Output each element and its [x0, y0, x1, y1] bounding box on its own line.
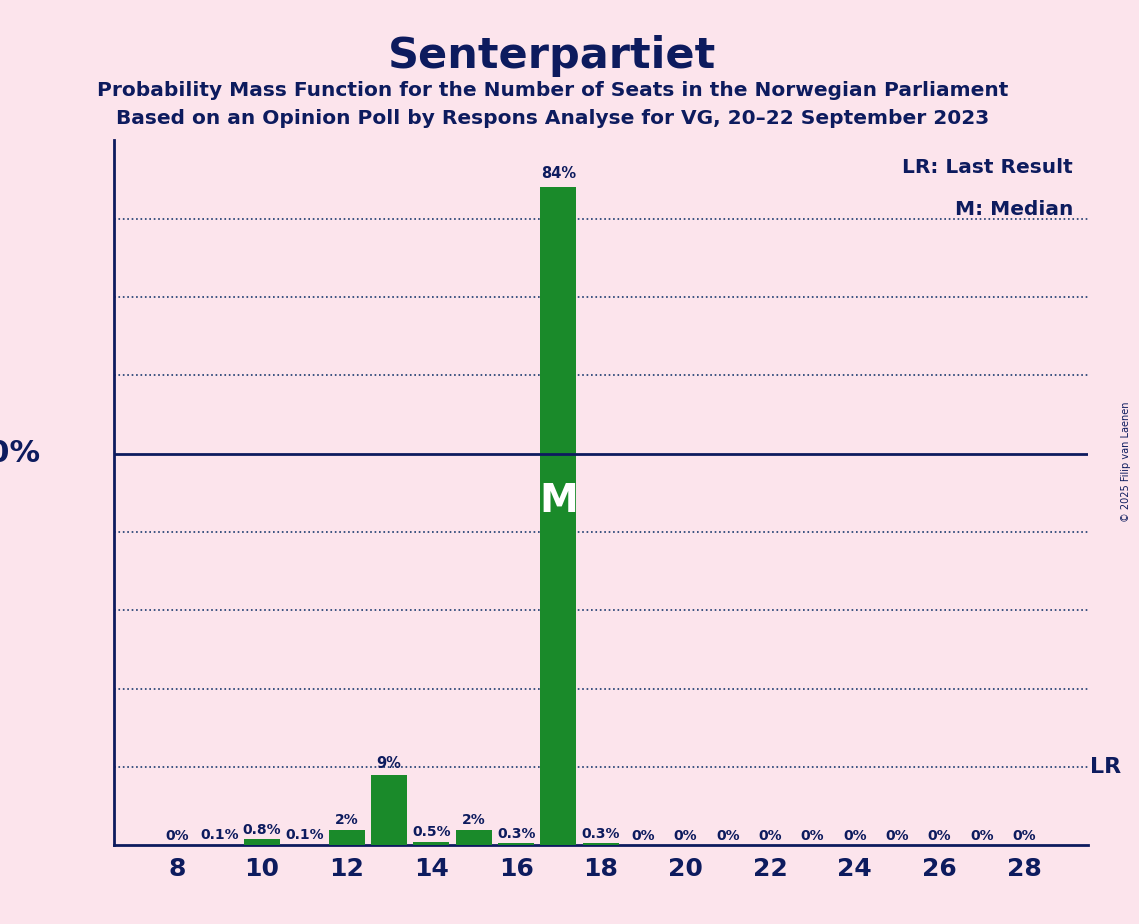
Text: 0%: 0%	[843, 829, 867, 843]
Text: 84%: 84%	[541, 166, 576, 181]
Text: 2%: 2%	[462, 813, 485, 828]
Bar	[244, 839, 280, 845]
Text: 0%: 0%	[673, 829, 697, 843]
Text: 0%: 0%	[801, 829, 825, 843]
Text: 0%: 0%	[885, 829, 909, 843]
Text: 0%: 0%	[759, 829, 782, 843]
Text: 0.5%: 0.5%	[412, 825, 451, 839]
Text: 2%: 2%	[335, 813, 359, 828]
Text: 50%: 50%	[0, 439, 41, 468]
Text: 0.1%: 0.1%	[200, 828, 239, 843]
Text: LR: Last Result: LR: Last Result	[902, 158, 1073, 177]
Text: 9%: 9%	[377, 756, 402, 771]
Text: Based on an Opinion Poll by Respons Analyse for VG, 20–22 September 2023: Based on an Opinion Poll by Respons Anal…	[116, 109, 989, 128]
Bar	[541, 188, 576, 845]
Text: M: Median: M: Median	[954, 201, 1073, 219]
Bar	[371, 775, 407, 845]
Text: 0.1%: 0.1%	[285, 828, 323, 843]
Text: 0%: 0%	[928, 829, 951, 843]
Text: 0%: 0%	[970, 829, 993, 843]
Text: 0%: 0%	[165, 829, 189, 843]
Text: 0.8%: 0.8%	[243, 823, 281, 837]
Text: 0%: 0%	[631, 829, 655, 843]
Text: 0%: 0%	[716, 829, 739, 843]
Text: LR: LR	[1090, 757, 1121, 777]
Bar	[498, 843, 534, 845]
Bar	[413, 842, 450, 845]
Text: 0.3%: 0.3%	[497, 827, 535, 841]
Text: Senterpartiet: Senterpartiet	[388, 35, 716, 77]
Text: 0.3%: 0.3%	[582, 827, 620, 841]
Text: M: M	[539, 481, 577, 520]
Text: Probability Mass Function for the Number of Seats in the Norwegian Parliament: Probability Mass Function for the Number…	[97, 81, 1008, 101]
Text: © 2025 Filip van Laenen: © 2025 Filip van Laenen	[1121, 402, 1131, 522]
Bar	[583, 843, 618, 845]
Text: 0%: 0%	[1013, 829, 1036, 843]
Bar	[329, 830, 364, 845]
Bar	[456, 830, 492, 845]
